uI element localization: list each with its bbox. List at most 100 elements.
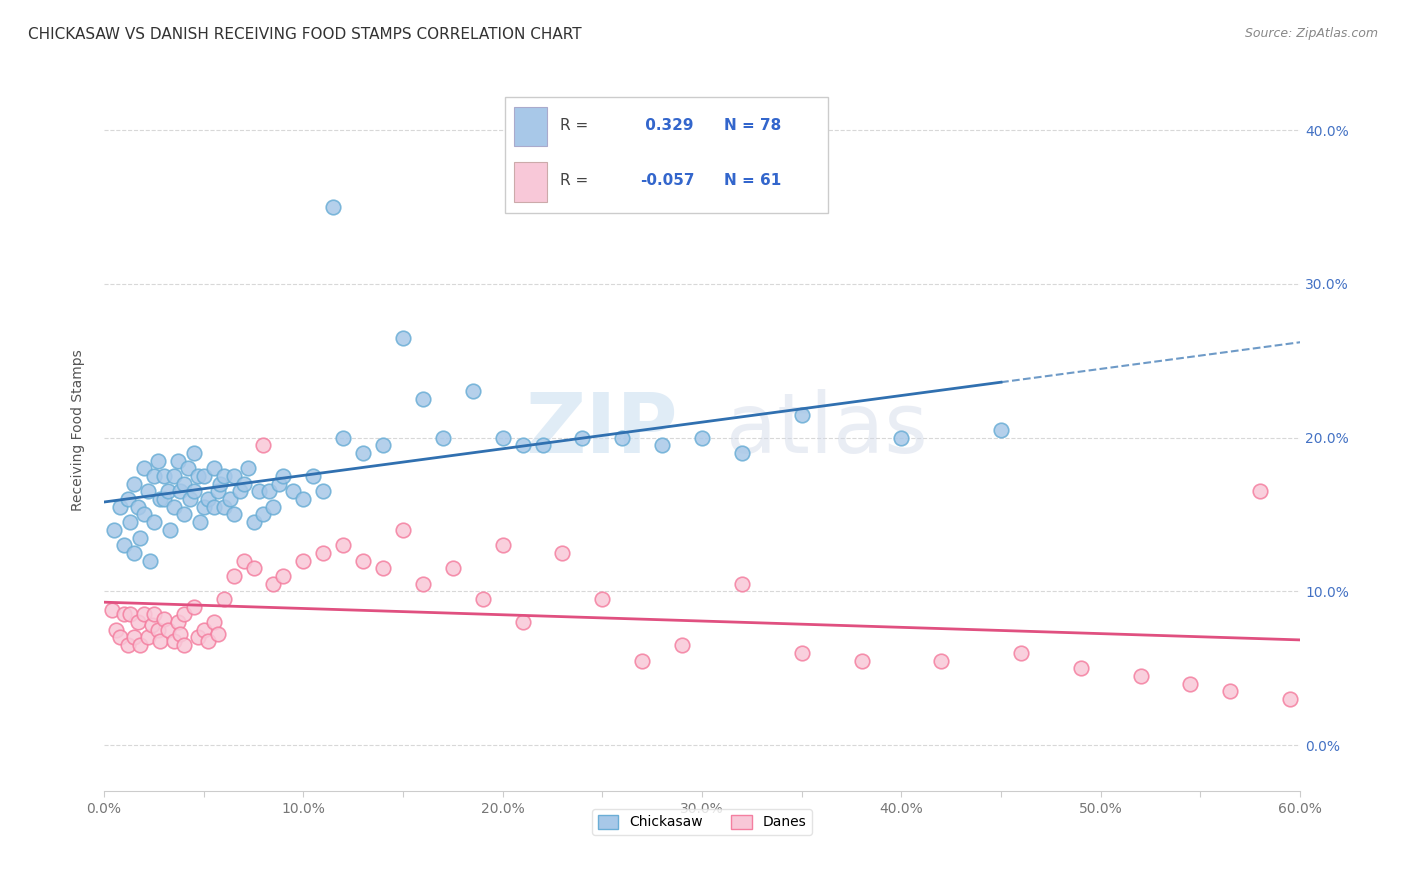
- Point: [492, 431, 515, 445]
- Point: [142, 469, 165, 483]
- Legend: Chickasaw, Danes: Chickasaw, Danes: [592, 809, 813, 835]
- Point: [236, 461, 259, 475]
- Point: [612, 431, 634, 445]
- Point: [108, 500, 131, 514]
- Point: [292, 553, 315, 567]
- Point: [173, 638, 195, 652]
- Point: [412, 576, 434, 591]
- Point: [332, 538, 354, 552]
- Point: [166, 615, 188, 629]
- Point: [273, 569, 295, 583]
- Point: [591, 592, 613, 607]
- Point: [492, 538, 515, 552]
- Point: [392, 331, 415, 345]
- Point: [212, 500, 235, 514]
- Point: [142, 515, 165, 529]
- Point: [118, 607, 141, 622]
- Point: [188, 515, 211, 529]
- Point: [136, 631, 159, 645]
- Point: [146, 453, 169, 467]
- Point: [193, 469, 215, 483]
- Point: [441, 561, 464, 575]
- Point: [352, 446, 374, 460]
- Point: [159, 523, 181, 537]
- Point: [127, 615, 149, 629]
- Point: [208, 476, 231, 491]
- Point: [352, 553, 374, 567]
- Point: [117, 492, 139, 507]
- Point: [207, 627, 229, 641]
- Point: [262, 576, 284, 591]
- Point: [292, 492, 315, 507]
- Point: [731, 576, 754, 591]
- Point: [1219, 684, 1241, 698]
- Point: [169, 627, 191, 641]
- Point: [1010, 646, 1032, 660]
- Text: atlas: atlas: [725, 390, 928, 470]
- Point: [173, 508, 195, 522]
- Point: [202, 615, 225, 629]
- Point: [790, 646, 813, 660]
- Point: [551, 546, 574, 560]
- Point: [149, 633, 172, 648]
- Point: [232, 476, 254, 491]
- Point: [163, 500, 186, 514]
- Point: [142, 607, 165, 622]
- Point: [202, 500, 225, 514]
- Point: [249, 484, 271, 499]
- Point: [122, 476, 145, 491]
- Point: [1279, 692, 1302, 706]
- Point: [128, 531, 150, 545]
- Point: [671, 638, 693, 652]
- Point: [152, 469, 174, 483]
- Point: [371, 561, 394, 575]
- Point: [136, 484, 159, 499]
- Point: [156, 623, 179, 637]
- Point: [117, 638, 139, 652]
- Point: [132, 607, 155, 622]
- Point: [432, 431, 454, 445]
- Point: [242, 561, 264, 575]
- Point: [283, 484, 305, 499]
- Point: [212, 469, 235, 483]
- Y-axis label: Receiving Food Stamps: Receiving Food Stamps: [72, 349, 86, 511]
- Point: [149, 492, 172, 507]
- Point: [152, 492, 174, 507]
- Point: [127, 500, 149, 514]
- Point: [187, 469, 209, 483]
- Point: [571, 431, 593, 445]
- Text: Source: ZipAtlas.com: Source: ZipAtlas.com: [1244, 27, 1378, 40]
- Point: [166, 453, 188, 467]
- Point: [531, 438, 554, 452]
- Point: [312, 546, 335, 560]
- Point: [371, 438, 394, 452]
- Point: [929, 654, 952, 668]
- Point: [471, 592, 494, 607]
- Text: CHICKASAW VS DANISH RECEIVING FOOD STAMPS CORRELATION CHART: CHICKASAW VS DANISH RECEIVING FOOD STAMP…: [28, 27, 582, 42]
- Point: [1180, 676, 1202, 690]
- Point: [118, 515, 141, 529]
- Point: [132, 461, 155, 475]
- Point: [222, 508, 245, 522]
- Point: [1129, 669, 1152, 683]
- Point: [112, 538, 135, 552]
- Point: [242, 515, 264, 529]
- Point: [183, 446, 205, 460]
- Point: [312, 484, 335, 499]
- Point: [461, 384, 484, 399]
- Point: [183, 599, 205, 614]
- Point: [141, 618, 163, 632]
- Point: [108, 631, 131, 645]
- Point: [112, 607, 135, 622]
- Point: [512, 615, 534, 629]
- Point: [193, 623, 215, 637]
- Point: [122, 546, 145, 560]
- Point: [173, 476, 195, 491]
- Point: [252, 438, 274, 452]
- Point: [212, 592, 235, 607]
- Point: [156, 484, 179, 499]
- Point: [193, 500, 215, 514]
- Point: [690, 431, 713, 445]
- Point: [163, 469, 186, 483]
- Point: [1249, 484, 1271, 499]
